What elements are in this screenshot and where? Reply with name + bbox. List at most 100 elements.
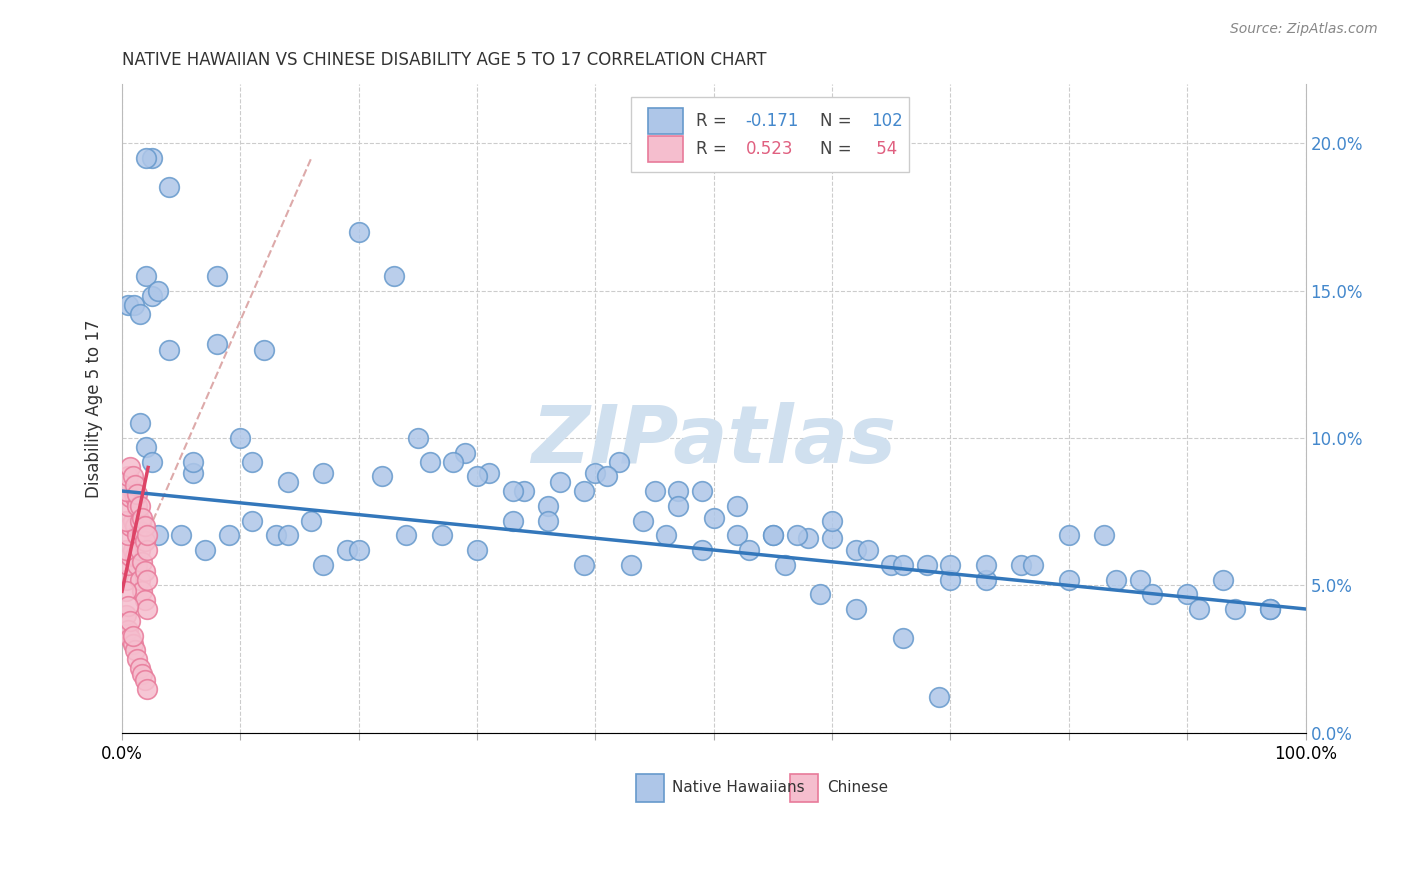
Point (114, 584, 136, 599)
Point (121, 514, 143, 528)
Point (229, 431, 252, 445)
Text: 54: 54 (872, 140, 897, 158)
Point (120, 490, 142, 504)
Point (880, 558, 903, 572)
Point (513, 483, 536, 498)
Point (128, 543, 150, 558)
Point (135, 573, 157, 587)
Point (120, 460, 142, 475)
Point (121, 469, 143, 483)
Point (1258, 602, 1281, 616)
Point (465, 469, 488, 483)
Text: N =: N = (820, 112, 858, 130)
Point (644, 483, 666, 498)
Point (1022, 558, 1045, 572)
Point (666, 483, 689, 498)
Point (1212, 573, 1234, 587)
Point (797, 531, 820, 545)
Point (131, 510, 153, 524)
Text: 0.523: 0.523 (745, 140, 793, 158)
Point (141, 289, 163, 303)
Point (128, 573, 150, 587)
Point (395, 528, 418, 542)
Point (131, 584, 153, 599)
Text: R =: R = (696, 112, 733, 130)
Point (127, 558, 149, 572)
FancyBboxPatch shape (790, 774, 818, 802)
Point (1188, 602, 1211, 616)
Point (218, 528, 240, 542)
Point (181, 467, 204, 481)
Point (441, 454, 464, 468)
Point (122, 298, 145, 312)
Point (299, 514, 322, 528)
Point (117, 558, 139, 572)
Point (121, 543, 143, 558)
Point (915, 558, 938, 572)
Point (727, 528, 749, 542)
Point (128, 514, 150, 528)
Point (583, 467, 606, 481)
Text: R =: R = (696, 140, 733, 158)
Point (240, 454, 263, 468)
Point (277, 475, 299, 490)
Point (128, 499, 150, 513)
Point (128, 661, 150, 675)
Point (502, 514, 524, 528)
Point (1057, 573, 1080, 587)
Point (277, 528, 299, 542)
Text: N =: N = (820, 140, 858, 158)
Point (127, 652, 149, 666)
Point (121, 483, 143, 498)
Point (572, 483, 595, 498)
Point (135, 681, 157, 696)
Point (347, 225, 370, 239)
Point (117, 499, 139, 513)
Point (114, 543, 136, 558)
Point (117, 528, 139, 542)
Point (134, 519, 156, 533)
Point (128, 307, 150, 321)
Point (134, 673, 156, 687)
Point (181, 454, 204, 468)
Point (135, 268, 157, 283)
Point (117, 599, 139, 613)
Point (127, 487, 149, 501)
Point (240, 514, 263, 528)
Point (821, 531, 844, 545)
Point (347, 543, 370, 558)
Point (120, 549, 142, 563)
Point (478, 467, 501, 481)
Point (120, 632, 142, 646)
Point (114, 483, 136, 498)
Point (1140, 587, 1163, 601)
Point (194, 543, 217, 558)
Point (406, 431, 429, 445)
Point (114, 573, 136, 587)
Point (170, 528, 193, 542)
Point (128, 416, 150, 430)
Point (371, 469, 394, 483)
Point (773, 558, 796, 572)
FancyBboxPatch shape (631, 97, 910, 171)
Point (127, 499, 149, 513)
Point (120, 614, 142, 628)
Point (655, 528, 678, 542)
Point (134, 534, 156, 549)
Point (891, 632, 914, 646)
Point (114, 514, 136, 528)
Point (1105, 573, 1128, 587)
Point (572, 558, 595, 572)
Point (157, 180, 180, 194)
Point (124, 643, 146, 657)
Point (537, 514, 560, 528)
Point (124, 549, 146, 563)
Point (690, 483, 713, 498)
Point (124, 490, 146, 504)
Point (121, 637, 143, 651)
Text: ZIPatlas: ZIPatlas (531, 402, 896, 480)
Text: Native Hawaiians: Native Hawaiians (672, 780, 806, 796)
Point (146, 528, 169, 542)
Point (891, 558, 914, 572)
Text: Source: ZipAtlas.com: Source: ZipAtlas.com (1230, 22, 1378, 37)
